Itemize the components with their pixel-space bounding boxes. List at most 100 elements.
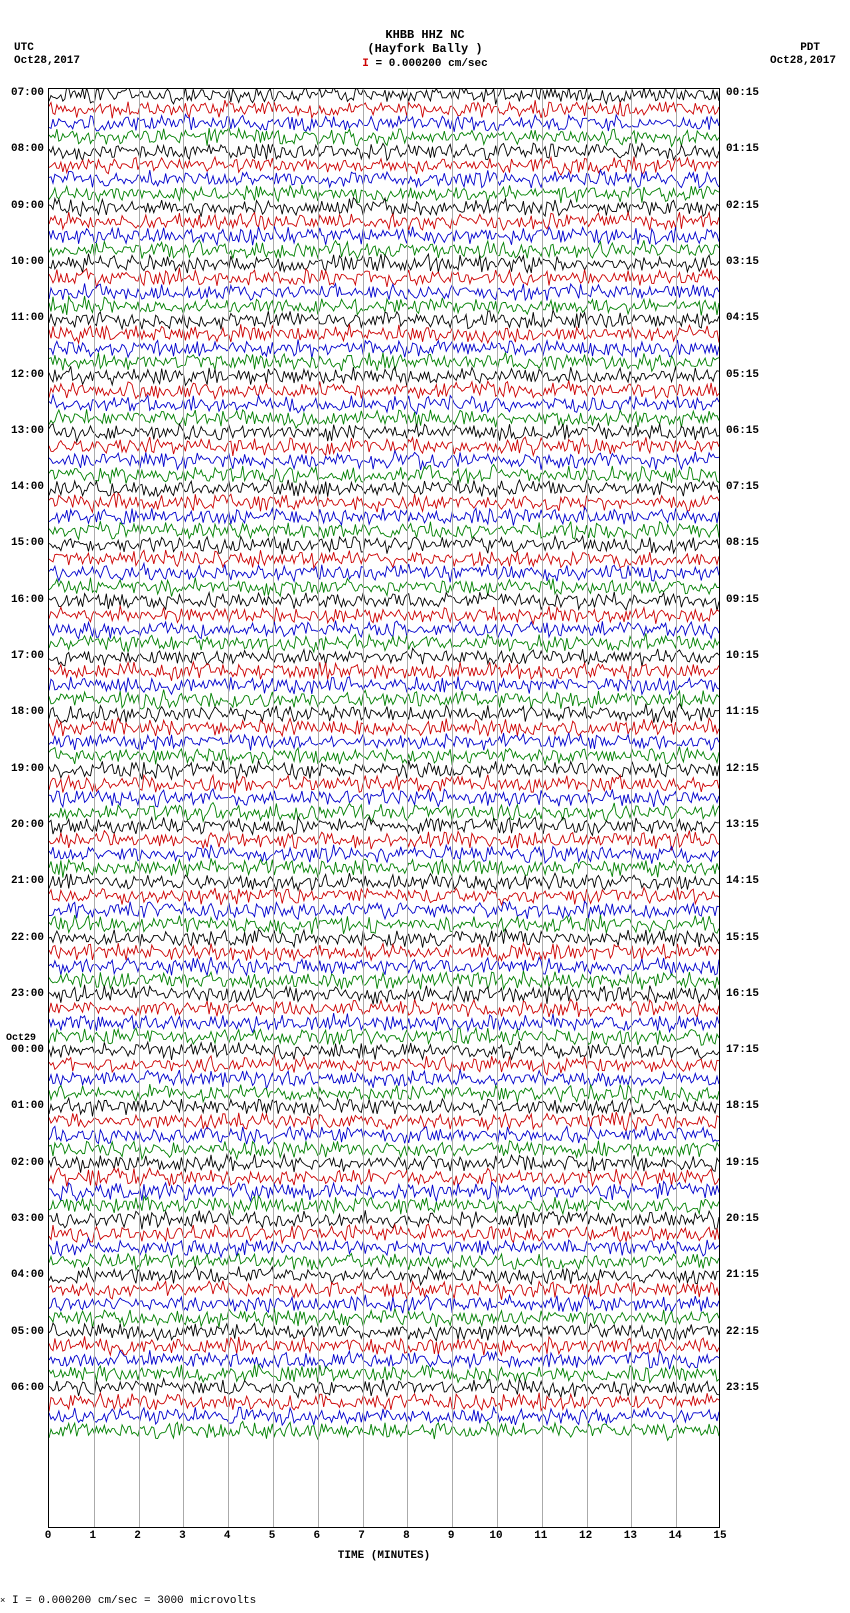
- gridline: [542, 89, 543, 1527]
- seismic-trace: [49, 578, 719, 597]
- right-hour-label: 01:15: [726, 143, 759, 155]
- seismic-trace: [49, 1295, 719, 1313]
- seismic-trace: [49, 845, 719, 864]
- gridline: [94, 89, 95, 1527]
- left-hour-label: 14:00: [11, 481, 44, 493]
- seismic-trace: [49, 648, 719, 666]
- left-hour-label: 06:00: [11, 1382, 44, 1394]
- gridline: [363, 89, 364, 1527]
- x-tick-label: 14: [669, 1530, 682, 1542]
- seismic-trace: [49, 395, 719, 414]
- seismic-trace: [49, 943, 719, 962]
- right-hour-label: 23:15: [726, 1382, 759, 1394]
- seismic-trace: [49, 1126, 719, 1144]
- x-axis: 0123456789101112131415 TIME (MINUTES): [48, 1530, 720, 1562]
- gridline: [497, 89, 498, 1527]
- seismic-trace: [49, 89, 719, 104]
- seismic-trace: [49, 100, 719, 118]
- right-hour-label: 18:15: [726, 1100, 759, 1112]
- right-hour-label: 04:15: [726, 312, 759, 324]
- seismic-trace: [49, 1308, 719, 1327]
- x-axis-title: TIME (MINUTES): [48, 1550, 720, 1562]
- seismic-trace: [49, 464, 719, 483]
- seismic-trace: [49, 858, 719, 877]
- seismic-trace: [49, 268, 719, 287]
- chart-header: KHBB HHZ NC (Hayfork Bally ) I = 0.00020…: [0, 0, 850, 70]
- left-hour-label: 20:00: [11, 819, 44, 831]
- x-tick-labels: 0123456789101112131415: [48, 1530, 720, 1548]
- right-hour-label: 10:15: [726, 650, 759, 662]
- seismogram-container: UTC Oct28,2017 PDT Oct28,2017 KHBB HHZ N…: [0, 0, 850, 1613]
- gridline: [183, 89, 184, 1527]
- seismic-trace: [49, 310, 719, 329]
- left-hour-label: 21:00: [11, 875, 44, 887]
- left-timezone-label: UTC: [14, 42, 34, 54]
- seismic-trace: [49, 296, 719, 315]
- seismic-trace: [49, 803, 719, 822]
- seismic-trace: [49, 1098, 719, 1117]
- seismic-trace: [49, 1210, 719, 1229]
- left-date-label: Oct28,2017: [14, 55, 80, 67]
- right-hour-label: 00:15: [726, 87, 759, 99]
- gridline: [631, 89, 632, 1527]
- gridline: [676, 89, 677, 1527]
- seismic-trace: [49, 1224, 719, 1243]
- x-tick-label: 7: [358, 1530, 365, 1542]
- left-hour-label: 12:00: [11, 369, 44, 381]
- seismic-trace: [49, 1350, 719, 1369]
- seismic-trace: [49, 747, 719, 766]
- right-hour-label: 15:15: [726, 932, 759, 944]
- seismic-trace: [49, 1013, 719, 1032]
- seismic-trace: [49, 733, 719, 751]
- seismic-trace: [49, 1393, 719, 1412]
- seismic-trace: [49, 1168, 719, 1187]
- seismic-trace: [49, 1365, 719, 1383]
- x-tick-label: 9: [448, 1530, 455, 1542]
- x-tick-label: 1: [89, 1530, 96, 1542]
- seismic-trace: [49, 789, 719, 807]
- footer-scale-note: × I = 0.000200 cm/sec = 3000 microvolts: [0, 1595, 256, 1607]
- seismic-trace: [49, 521, 719, 539]
- left-hour-label: 11:00: [11, 312, 44, 324]
- gridline: [407, 89, 408, 1527]
- left-hour-label: 13:00: [11, 425, 44, 437]
- seismic-trace: [49, 1253, 719, 1269]
- seismic-trace: [49, 621, 719, 639]
- left-hour-label: 07:00: [11, 87, 44, 99]
- footer-bar-icon: I: [12, 1595, 19, 1607]
- date-marker: Oct29: [6, 1033, 36, 1044]
- x-tick-label: 5: [269, 1530, 276, 1542]
- gridline: [318, 89, 319, 1527]
- seismic-trace: [49, 480, 719, 497]
- x-tick-label: 13: [624, 1530, 637, 1542]
- seismic-trace: [49, 170, 719, 188]
- seismic-trace: [49, 1181, 719, 1201]
- right-date-label: Oct28,2017: [770, 55, 836, 67]
- seismic-trace: [49, 760, 719, 779]
- seismic-trace: [49, 1141, 719, 1159]
- seismic-trace: [49, 915, 719, 934]
- left-hour-label: 03:00: [11, 1213, 44, 1225]
- right-hour-label: 06:15: [726, 425, 759, 437]
- right-hour-label: 22:15: [726, 1326, 759, 1338]
- right-hour-label: 14:15: [726, 875, 759, 887]
- seismic-trace: [49, 633, 719, 652]
- x-tick-label: 6: [313, 1530, 320, 1542]
- seismic-trace: [49, 817, 719, 835]
- right-hour-label: 09:15: [726, 594, 759, 606]
- seismic-trace: [49, 831, 719, 850]
- gridline: [452, 89, 453, 1527]
- x-tick-label: 12: [579, 1530, 592, 1542]
- seismic-trace: [49, 128, 719, 147]
- seismic-trace: [49, 1407, 719, 1425]
- right-hour-label: 16:15: [726, 988, 759, 1000]
- left-hour-label: 09:00: [11, 200, 44, 212]
- x-tick-label: 8: [403, 1530, 410, 1542]
- right-hour-label: 02:15: [726, 200, 759, 212]
- seismic-trace: [49, 1196, 719, 1215]
- station-name: (Hayfork Bally ): [0, 42, 850, 56]
- seismic-trace: [49, 1112, 719, 1131]
- x-tick-label: 2: [134, 1530, 141, 1542]
- left-hour-label: 02:00: [11, 1157, 44, 1169]
- seismic-trace: [49, 1028, 719, 1045]
